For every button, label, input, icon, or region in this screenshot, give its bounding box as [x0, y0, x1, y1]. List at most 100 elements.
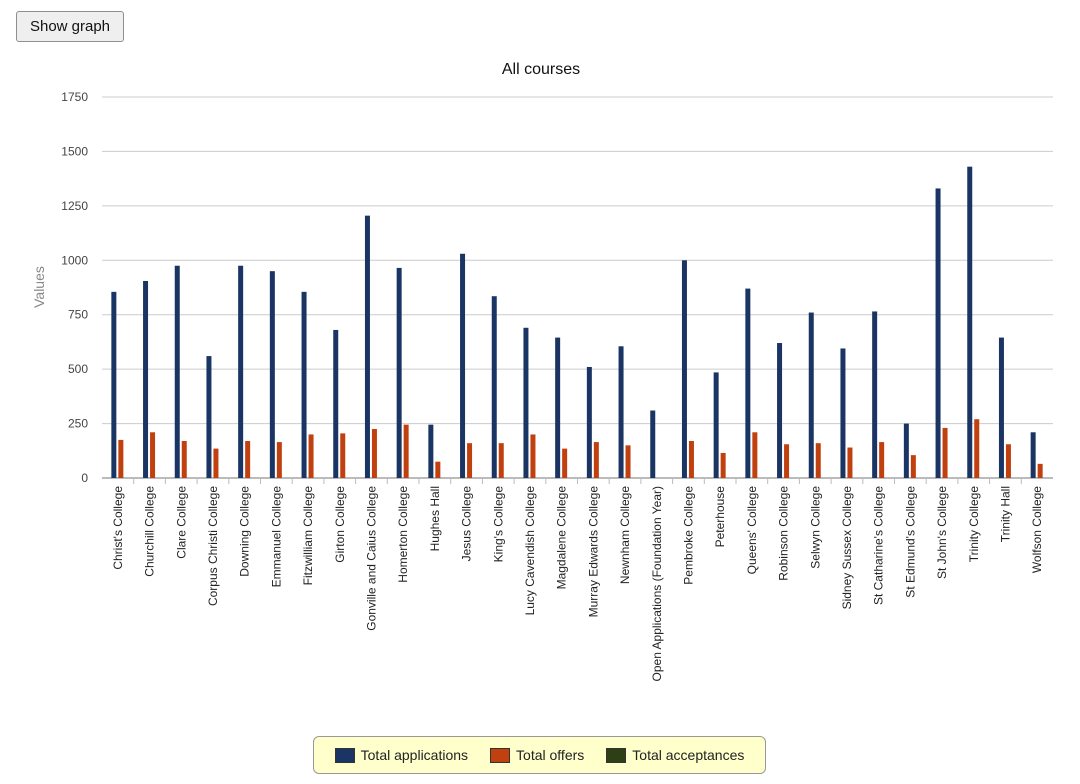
y-tick-label: 0 — [81, 471, 88, 485]
bar-applications[interactable] — [998, 337, 1004, 478]
bar-applications[interactable] — [460, 253, 466, 478]
bar-applications[interactable] — [777, 343, 783, 478]
bar-offers[interactable] — [245, 440, 251, 478]
legend-label-offers: Total offers — [516, 747, 585, 763]
bar-applications[interactable] — [396, 267, 402, 478]
bar-offers[interactable] — [879, 442, 885, 478]
x-tick-label: Magdalene College — [555, 486, 569, 590]
x-tick-label: Wolfson College — [1030, 486, 1044, 573]
x-tick-labels: Christ's College Churchill College Clare C… — [111, 486, 1044, 682]
legend-label-applications: Total applications — [360, 747, 469, 763]
bar-applications[interactable] — [586, 366, 592, 478]
bar-offers[interactable] — [1037, 463, 1043, 478]
x-tick-label: Churchill College — [143, 486, 157, 577]
y-tick-label: 500 — [68, 362, 88, 376]
bar-offers[interactable] — [910, 455, 916, 478]
bar-offers[interactable] — [371, 429, 377, 478]
bar-applications[interactable] — [745, 288, 751, 478]
bar-applications[interactable] — [555, 337, 561, 478]
x-tick-label: King's College — [491, 486, 505, 563]
bar-applications[interactable] — [206, 356, 212, 478]
bar-offers[interactable] — [308, 434, 314, 478]
bar-applications[interactable] — [364, 215, 370, 478]
grid-lines — [102, 96, 1053, 484]
y-axis-label: Values — [31, 266, 47, 308]
bar-offers[interactable] — [625, 445, 631, 478]
chart-legend: Total applications Total offers Total ac… — [313, 736, 766, 774]
bar-applications[interactable] — [872, 311, 878, 478]
bar-applications[interactable] — [238, 265, 244, 478]
bar-offers[interactable] — [213, 448, 219, 478]
bars — [111, 166, 1043, 478]
legend-swatch-applications — [334, 747, 355, 763]
x-tick-label: Christ's College — [111, 486, 125, 570]
legend-swatch-acceptances — [606, 747, 627, 763]
x-tick-label: Gonville and Caius College — [364, 486, 378, 631]
bar-offers[interactable] — [562, 448, 568, 478]
legend-label-acceptances: Total acceptances — [632, 747, 745, 763]
x-tick-label: Newnham College — [618, 486, 632, 584]
bar-offers[interactable] — [467, 443, 473, 478]
bar-applications[interactable] — [903, 423, 909, 478]
y-tick-label: 250 — [68, 417, 88, 431]
bar-offers[interactable] — [752, 432, 758, 478]
bar-offers[interactable] — [498, 443, 504, 478]
bar-offers[interactable] — [815, 443, 821, 478]
bar-offers[interactable] — [403, 424, 409, 478]
x-tick-label: St John's College — [935, 486, 949, 579]
bar-applications[interactable] — [428, 424, 434, 478]
bar-applications[interactable] — [111, 291, 117, 478]
bar-applications[interactable] — [523, 327, 529, 478]
x-tick-label: St Catharine's College — [872, 486, 886, 605]
bar-applications[interactable] — [269, 271, 275, 478]
y-tick-label: 1000 — [61, 253, 88, 267]
legend-item-offers[interactable]: Total offers — [490, 747, 584, 763]
x-tick-label: Fitzwilliam College — [301, 486, 315, 586]
x-tick-label: Emmanuel College — [269, 486, 283, 588]
bar-offers[interactable] — [150, 432, 156, 478]
bar-applications[interactable] — [618, 346, 624, 478]
bar-applications[interactable] — [174, 265, 180, 478]
bar-applications[interactable] — [301, 291, 307, 478]
bar-applications[interactable] — [808, 312, 814, 478]
bar-offers[interactable] — [593, 442, 599, 478]
x-tick-label: Hughes Hall — [428, 486, 442, 551]
bar-offers[interactable] — [181, 440, 187, 478]
legend-item-applications[interactable]: Total applications — [334, 747, 469, 763]
bar-offers[interactable] — [530, 434, 536, 478]
bar-offers[interactable] — [340, 433, 346, 478]
bar-offers[interactable] — [847, 447, 853, 478]
bar-offers[interactable] — [276, 442, 282, 478]
bar-applications[interactable] — [650, 410, 656, 478]
bar-applications[interactable] — [935, 188, 941, 478]
y-tick-label: 1250 — [61, 199, 88, 213]
legend-swatch-offers — [490, 747, 511, 763]
legend-item-acceptances[interactable]: Total acceptances — [606, 747, 744, 763]
bar-offers[interactable] — [118, 439, 124, 478]
bar-offers[interactable] — [720, 452, 726, 478]
x-tick-label: Open Applications (Foundation Year) — [650, 486, 664, 681]
bar-offers[interactable] — [784, 444, 790, 478]
bar-offers[interactable] — [435, 461, 441, 478]
x-tick-label: Downing College — [238, 486, 252, 577]
bar-applications[interactable] — [840, 348, 846, 478]
chart-title: All courses — [502, 61, 580, 78]
bar-applications[interactable] — [491, 296, 497, 478]
bar-offers[interactable] — [1005, 444, 1011, 478]
x-tick-label: St Edmund's College — [903, 486, 917, 598]
x-tick-label: Pembroke College — [681, 486, 695, 585]
bar-applications[interactable] — [713, 372, 719, 478]
bar-applications[interactable] — [143, 280, 149, 478]
bar-applications[interactable] — [967, 166, 973, 478]
x-tick-label: Robinson College — [777, 486, 791, 581]
bar-applications[interactable] — [681, 260, 687, 478]
y-tick-label: 1500 — [61, 144, 88, 158]
bar-offers[interactable] — [974, 419, 980, 478]
bar-applications[interactable] — [333, 329, 339, 478]
bar-offers[interactable] — [688, 440, 694, 478]
show-graph-button[interactable]: Show graph — [16, 11, 124, 42]
bar-offers[interactable] — [942, 427, 948, 478]
x-tick-label: Homerton College — [396, 486, 410, 583]
y-tick-label: 1750 — [61, 90, 88, 104]
bar-applications[interactable] — [1030, 432, 1036, 478]
